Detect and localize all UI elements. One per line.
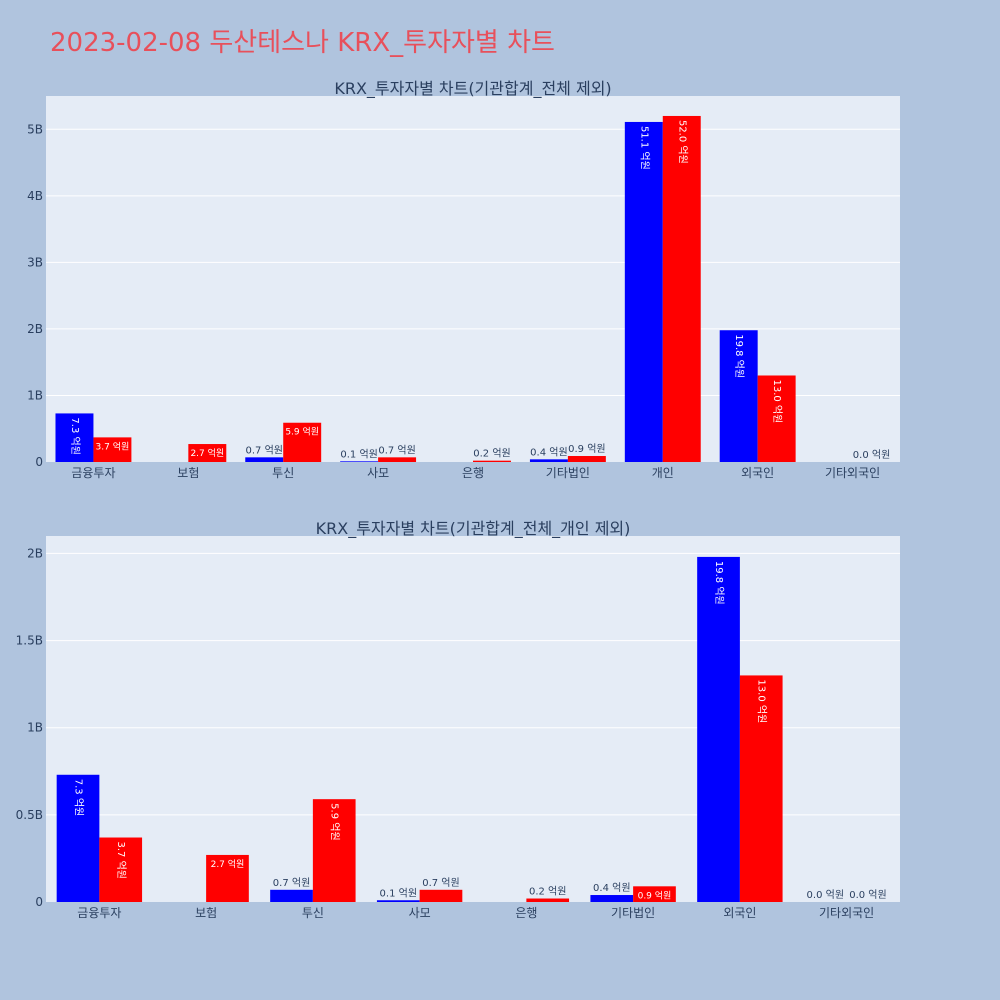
data-label: 0.9 억원 [638, 889, 672, 901]
bar [378, 457, 417, 462]
data-label: 0.7 억원 [422, 877, 459, 889]
x-tick-label: 외국인 [741, 466, 774, 480]
x-tick-label: 사모 [409, 906, 431, 920]
bar [590, 895, 634, 902]
data-label: 0.4 억원 [530, 446, 567, 458]
data-label: 52.0 억원 [676, 120, 688, 164]
data-label: 51.1 억원 [638, 126, 650, 170]
chart-title: KRX_투자자별 차트(기관합계_전체_개인 제외) [316, 519, 631, 539]
data-label: 0.2 억원 [529, 886, 566, 898]
y-tick-label: 4B [27, 189, 43, 203]
x-tick-label: 기타외국인 [819, 906, 874, 920]
data-label: 3.7 억원 [115, 842, 127, 879]
bar [312, 799, 356, 902]
bar [473, 460, 511, 462]
data-label: 7.3 억원 [73, 779, 85, 816]
y-tick-label: 0.5B [16, 808, 43, 822]
bar [697, 556, 740, 902]
y-tick-label: 0 [35, 895, 43, 909]
bar [93, 437, 132, 462]
x-tick-label: 금융투자 [77, 906, 121, 920]
y-tick-label: 2B [27, 546, 43, 560]
bar [529, 459, 568, 462]
data-label: 19.8 억원 [733, 334, 745, 378]
bar [270, 889, 313, 902]
bar [662, 115, 701, 463]
x-tick-label: 보험 [177, 466, 199, 480]
data-label: 0.7 억원 [246, 444, 283, 456]
bar [526, 898, 570, 902]
data-label: 0.9 억원 [568, 443, 605, 455]
x-tick-label: 투신 [272, 466, 294, 480]
data-label: 13.0 억원 [771, 379, 783, 423]
data-label: 3.7 억원 [96, 440, 130, 452]
bar [206, 854, 249, 902]
bar [188, 444, 227, 462]
data-label: 7.3 억원 [69, 417, 81, 454]
bar [245, 457, 284, 462]
bar [99, 837, 143, 902]
x-tick-label: 은행 [462, 465, 484, 480]
bar [633, 886, 676, 902]
x-tick-label: 기타법인 [546, 466, 590, 480]
x-tick-label: 은행 [515, 905, 537, 920]
data-label: 2.7 억원 [211, 858, 245, 870]
x-tick-label: 보험 [195, 906, 217, 920]
data-label: 19.8 억원 [713, 561, 725, 605]
data-label: 2.7 억원 [190, 447, 224, 459]
x-tick-label: 기타외국인 [825, 466, 880, 480]
bar [340, 461, 379, 462]
bar [739, 675, 783, 902]
y-tick-label: 1B [27, 388, 43, 402]
data-label: 0.0 억원 [853, 449, 890, 461]
y-tick-label: 5B [27, 122, 43, 136]
data-label: 0.1 억원 [340, 448, 377, 460]
chart-bottom: 0 0.5B 1B 1.5B 2B KRX_투자자별 차트(기관합계_전체_개인 제외) 금… [16, 519, 900, 920]
data-label: 0.0 억원 [807, 889, 844, 901]
chart-title: KRX_투자자별 차트(기관합계_전체 제외) [334, 79, 611, 99]
bar [624, 121, 663, 462]
page-title: 2023-02-08 두산테스나 KRX_투자자별 차트 [50, 28, 555, 58]
x-tick-label: 금융투자 [71, 466, 115, 480]
y-tick-label: 2B [27, 322, 43, 336]
data-label: 0.7 억원 [378, 444, 415, 456]
x-tick-label: 외국인 [723, 906, 756, 920]
x-tick-label: 투신 [302, 906, 324, 920]
x-tick-label: 사모 [367, 466, 389, 480]
y-tick-label: 1.5B [16, 634, 43, 648]
bar [55, 413, 94, 462]
y-tick-label: 1B [27, 721, 43, 735]
data-label: 13.0 억원 [756, 679, 768, 723]
bar [757, 375, 796, 462]
bar [719, 330, 758, 462]
bar [376, 900, 420, 902]
data-label: 0.4 억원 [593, 882, 630, 894]
bar [283, 422, 322, 462]
data-label: 0.7 억원 [273, 877, 310, 889]
chart-top: 0 1B 2B 3B 4B 5B KRX_투자자별 차트(기관합계_전체 제외) 금융투자 보험… [27, 79, 900, 480]
bar [419, 889, 463, 902]
data-label: 0.0 억원 [849, 889, 886, 901]
x-tick-label: 개인 [652, 466, 674, 480]
bar [56, 774, 100, 902]
data-label: 5.9 억원 [285, 426, 319, 438]
y-tick-label: 3B [27, 255, 43, 269]
bar [567, 456, 606, 462]
data-label: 0.2 억원 [473, 448, 510, 460]
data-label: 5.9 억원 [329, 803, 341, 840]
y-tick-label: 0 [35, 455, 43, 469]
data-label: 0.1 억원 [380, 887, 417, 899]
x-tick-label: 기타법인 [611, 906, 655, 920]
